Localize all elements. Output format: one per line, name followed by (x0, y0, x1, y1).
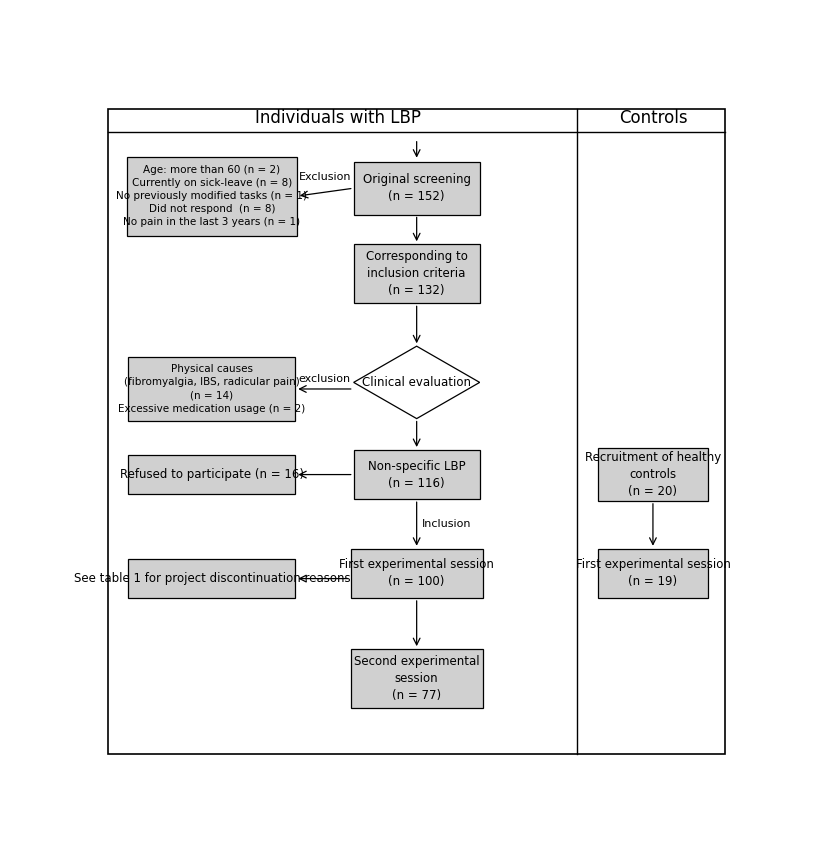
Text: Individuals with LBP: Individuals with LBP (255, 109, 421, 127)
Text: Second experimental
session
(n = 77): Second experimental session (n = 77) (354, 655, 480, 702)
Text: Original screening
(n = 152): Original screening (n = 152) (363, 174, 471, 203)
Bar (354, 162, 480, 215)
Bar (354, 245, 480, 304)
Text: Corresponding to
inclusion criteria
(n = 132): Corresponding to inclusion criteria (n =… (366, 251, 467, 298)
Bar (127, 156, 297, 236)
Bar (350, 549, 483, 598)
Bar (128, 357, 295, 422)
Text: Exclusion: Exclusion (299, 172, 351, 181)
Text: exclusion: exclusion (298, 374, 350, 384)
Bar (598, 448, 708, 501)
Bar (350, 649, 483, 708)
Text: Non-specific LBP
(n = 116): Non-specific LBP (n = 116) (367, 460, 466, 490)
Text: Refused to participate (n = 16): Refused to participate (n = 16) (120, 468, 304, 481)
Text: First experimental session
(n = 100): First experimental session (n = 100) (339, 558, 494, 588)
Text: Physical causes
(fibromyalgia, IBS, radicular pain)
(n = 14)
Excessive medicatio: Physical causes (fibromyalgia, IBS, radi… (118, 364, 306, 414)
Text: First experimental session
(n = 19): First experimental session (n = 19) (576, 558, 730, 588)
Bar (128, 455, 295, 494)
Text: Controls: Controls (619, 109, 687, 127)
Text: Inclusion: Inclusion (422, 519, 472, 529)
Polygon shape (354, 346, 480, 419)
Text: Clinical evaluation: Clinical evaluation (362, 376, 472, 389)
Text: Age: more than 60 (n = 2)
Currently on sick-leave (n = 8)
No previously modified: Age: more than 60 (n = 2) Currently on s… (116, 165, 307, 227)
Text: See table 1 for project discontinuation reasons: See table 1 for project discontinuation … (73, 572, 350, 585)
Bar (128, 559, 295, 598)
Bar (354, 450, 480, 499)
Text: Recruitment of healthy
controls
(n = 20): Recruitment of healthy controls (n = 20) (585, 451, 721, 498)
Bar (598, 549, 708, 598)
